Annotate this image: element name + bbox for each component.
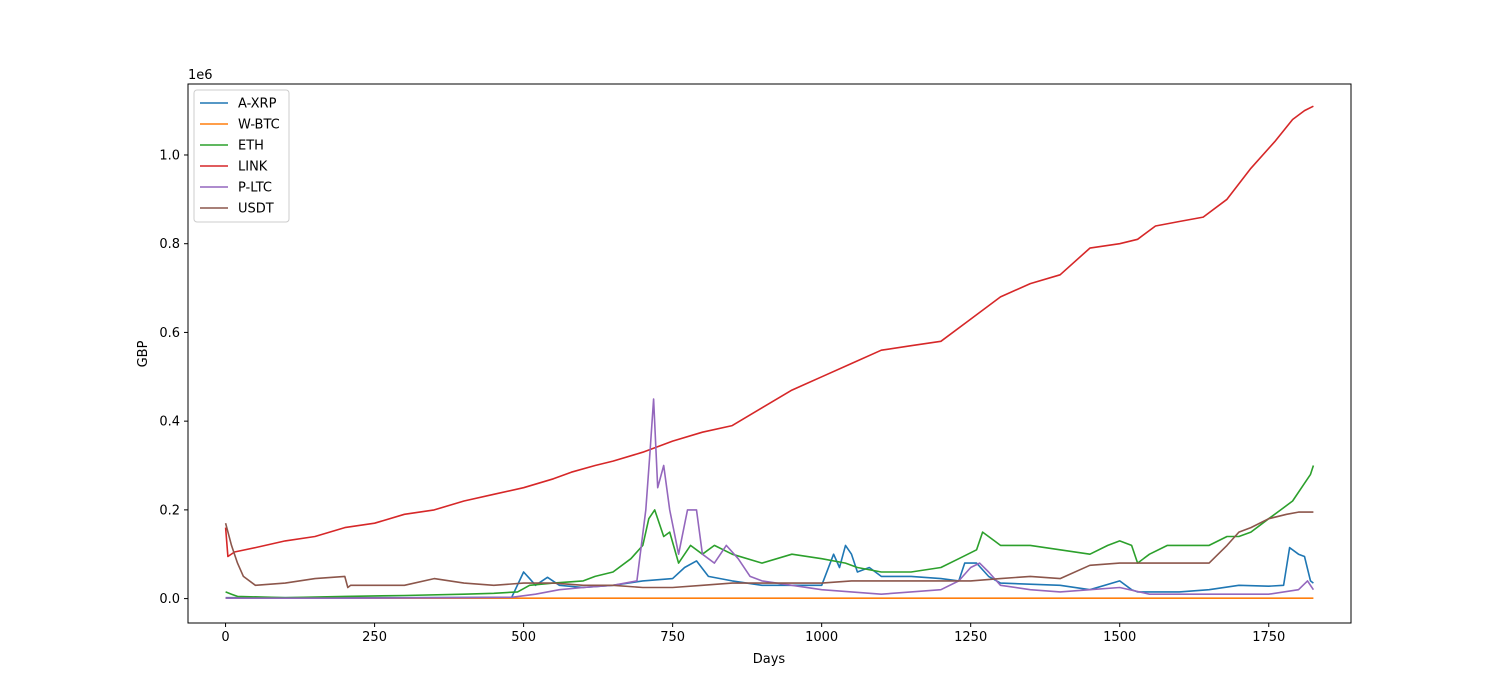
legend-label: P-LTC [238, 181, 272, 196]
series-line-a-xrp [225, 544, 1314, 599]
legend-label: A-XRP [238, 97, 277, 112]
x-tick-label: 750 [660, 630, 685, 645]
y-axis-label: GBP [136, 340, 151, 367]
series-layer [224, 105, 1315, 599]
y-tick-label: 0.2 [159, 503, 180, 518]
x-axis: 0 250 500 750 1000 1250 1500 1750 [221, 623, 1285, 645]
y-tick-label: 0.4 [159, 415, 180, 430]
y-tick-label: 0.8 [159, 237, 180, 252]
x-tick-label: 1750 [1252, 630, 1285, 645]
y-offset-label: 1e6 [188, 68, 213, 83]
legend: A-XRP W-BTC ETH LINK P-LTC USDT [193, 89, 290, 223]
series-line-eth [225, 465, 1315, 599]
legend-label: USDT [238, 202, 274, 217]
x-axis-label: Days [753, 652, 786, 667]
legend-label: W-BTC [238, 118, 280, 133]
x-tick-label: 1250 [954, 630, 987, 645]
series-line-link [224, 105, 1314, 558]
y-tick-label: 1.0 [159, 148, 180, 163]
x-tick-label: 0 [221, 630, 229, 645]
x-tick-label: 1000 [805, 630, 838, 645]
legend-label: LINK [238, 160, 268, 175]
y-tick-label: 0.0 [159, 592, 180, 607]
legend-box [193, 89, 290, 223]
series-line-p-ltc [225, 398, 1315, 599]
x-tick-label: 1500 [1103, 630, 1136, 645]
x-tick-label: 500 [511, 630, 536, 645]
legend-label: ETH [238, 139, 264, 154]
y-axis: 0.0 0.2 0.4 0.6 0.8 1.0 [159, 148, 188, 607]
plot-frame [187, 83, 1352, 624]
x-tick-label: 250 [362, 630, 387, 645]
y-tick-label: 0.6 [159, 326, 180, 341]
series-line-usdt [224, 511, 1314, 589]
